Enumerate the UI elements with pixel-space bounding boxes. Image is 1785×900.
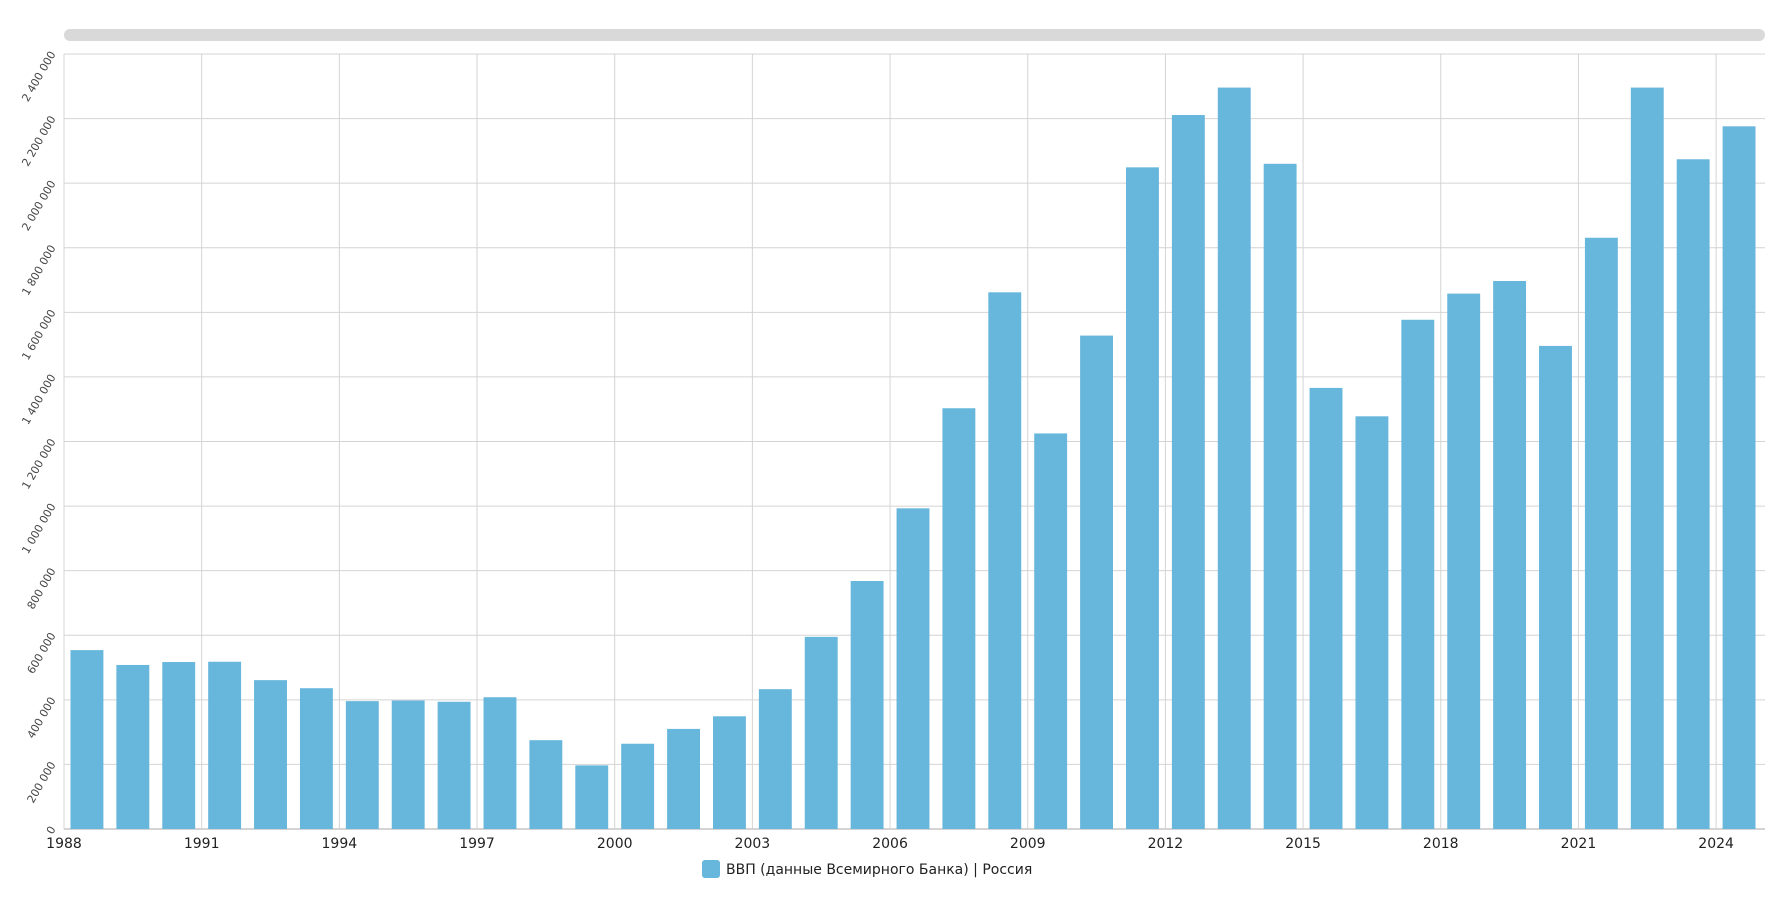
x-tick-label: 1997 [459,836,495,852]
y-tick-label: 1 000 000 [19,501,58,556]
y-tick-label: 1 600 000 [19,307,58,362]
y-tick-label: 200 000 [25,759,59,805]
legend[interactable]: ВВП (данные Всемирного Банка) | Россия [702,860,1032,878]
y-tick-label: 2 400 000 [19,49,58,104]
x-tick-label: 1994 [322,836,358,852]
bar-2021[interactable]: 2021: 1831000 [1584,237,1618,830]
bar-2007[interactable]: 2007: 1303000 [942,408,976,829]
x-tick-label: 2003 [735,836,771,852]
bar-2003[interactable]: 2003: 433000 [758,689,792,829]
bar-2018[interactable]: 2018: 1658000 [1447,293,1481,830]
x-tick-label: 2012 [1148,836,1184,852]
bar-1988[interactable]: 1988: 554000 [70,650,104,829]
y-tick-label: 2 000 000 [19,178,58,233]
y-tick-label: 800 000 [25,566,59,612]
bar-1998[interactable]: 1998: 275000 [529,740,563,829]
bar-2016[interactable]: 2016: 1278000 [1355,416,1389,829]
y-tick-label: 400 000 [25,695,59,741]
bar-2022[interactable]: 2022: 2296000 [1630,87,1664,830]
bar-2010[interactable]: 2010: 1528000 [1080,335,1114,829]
y-tick-label: 1 800 000 [19,243,58,298]
bar-2009[interactable]: 2009: 1225000 [1034,433,1068,829]
bar-1991[interactable]: 1991: 518000 [208,661,242,829]
bar-1989[interactable]: 1989: 508000 [116,664,150,829]
bar-2008[interactable]: 2008: 1662000 [988,292,1022,829]
bar-1993[interactable]: 1993: 436000 [299,688,333,829]
bar-2014[interactable]: 2014: 2060000 [1263,163,1297,829]
x-tick-label: 2015 [1285,836,1321,852]
x-tick-label: 2024 [1698,836,1734,852]
y-tick-label: 1 400 000 [19,372,58,427]
bar-1999[interactable]: 1999: 197000 [575,765,609,829]
bar-2024[interactable]: 2024: 2176000 [1722,126,1756,830]
bar-1996[interactable]: 1996: 394000 [437,701,471,829]
bar-2006[interactable]: 2006: 993000 [896,508,930,829]
bar-2000[interactable]: 2000: 264000 [621,743,655,829]
bar-1992[interactable]: 1992: 461000 [254,680,287,829]
x-tick-label: 2006 [872,836,908,852]
bar-2002[interactable]: 2002: 349000 [712,716,746,829]
bars: 1988: 554000 1989: 508000 1990: 517000 1991… [70,87,1756,830]
x-tick-label: 1988 [46,836,82,852]
y-axis-ticks: 0 200 000 400 000 600 000 800 000 1 000 000 1 … [19,49,58,837]
x-tick-label: 2009 [1010,836,1046,852]
bar-1995[interactable]: 1995: 398000 [391,700,425,829]
gridlines [63,53,1765,830]
bar-2001[interactable]: 2001: 310000 [667,728,700,829]
bar-2023[interactable]: 2023: 2074000 [1676,159,1710,830]
legend-swatch [702,860,720,878]
y-tick-label: 1 200 000 [19,437,58,492]
x-tick-label: 2018 [1423,836,1459,852]
bar-2017[interactable]: 2017: 1577000 [1401,319,1435,829]
x-axis-ticks: 1988 1991 1994 1997 2000 2003 2006 2009 2012 2015… [46,836,1734,852]
bar-1990[interactable]: 1990: 517000 [162,662,196,829]
bar-2004[interactable]: 2004: 595000 [804,636,838,829]
legend-label: ВВП (данные Всемирного Банка) | Россия [726,862,1032,878]
bar-2015[interactable]: 2015: 1366000 [1309,387,1343,829]
bar-2013[interactable]: 2013: 2296000 [1217,87,1251,830]
y-tick-label: 0 [44,824,59,837]
y-tick-label: 2 200 000 [19,114,58,169]
bar-2012[interactable]: 2012: 2211000 [1171,115,1205,829]
bar-2019[interactable]: 2019: 1697000 [1493,281,1527,830]
bar-2020[interactable]: 2020: 1496000 [1539,345,1572,829]
bar-2011[interactable]: 2011: 2049000 [1126,167,1159,829]
scrollbar[interactable] [64,29,1765,41]
x-tick-label: 2021 [1561,836,1597,852]
x-tick-label: 1991 [184,836,220,852]
bar-1994[interactable]: 1994: 396000 [345,701,379,829]
bar-1997[interactable]: 1997: 408000 [483,697,517,829]
bar-2005[interactable]: 2005: 768000 [850,581,884,829]
y-tick-label: 600 000 [25,630,59,676]
x-tick-label: 2000 [597,836,633,852]
